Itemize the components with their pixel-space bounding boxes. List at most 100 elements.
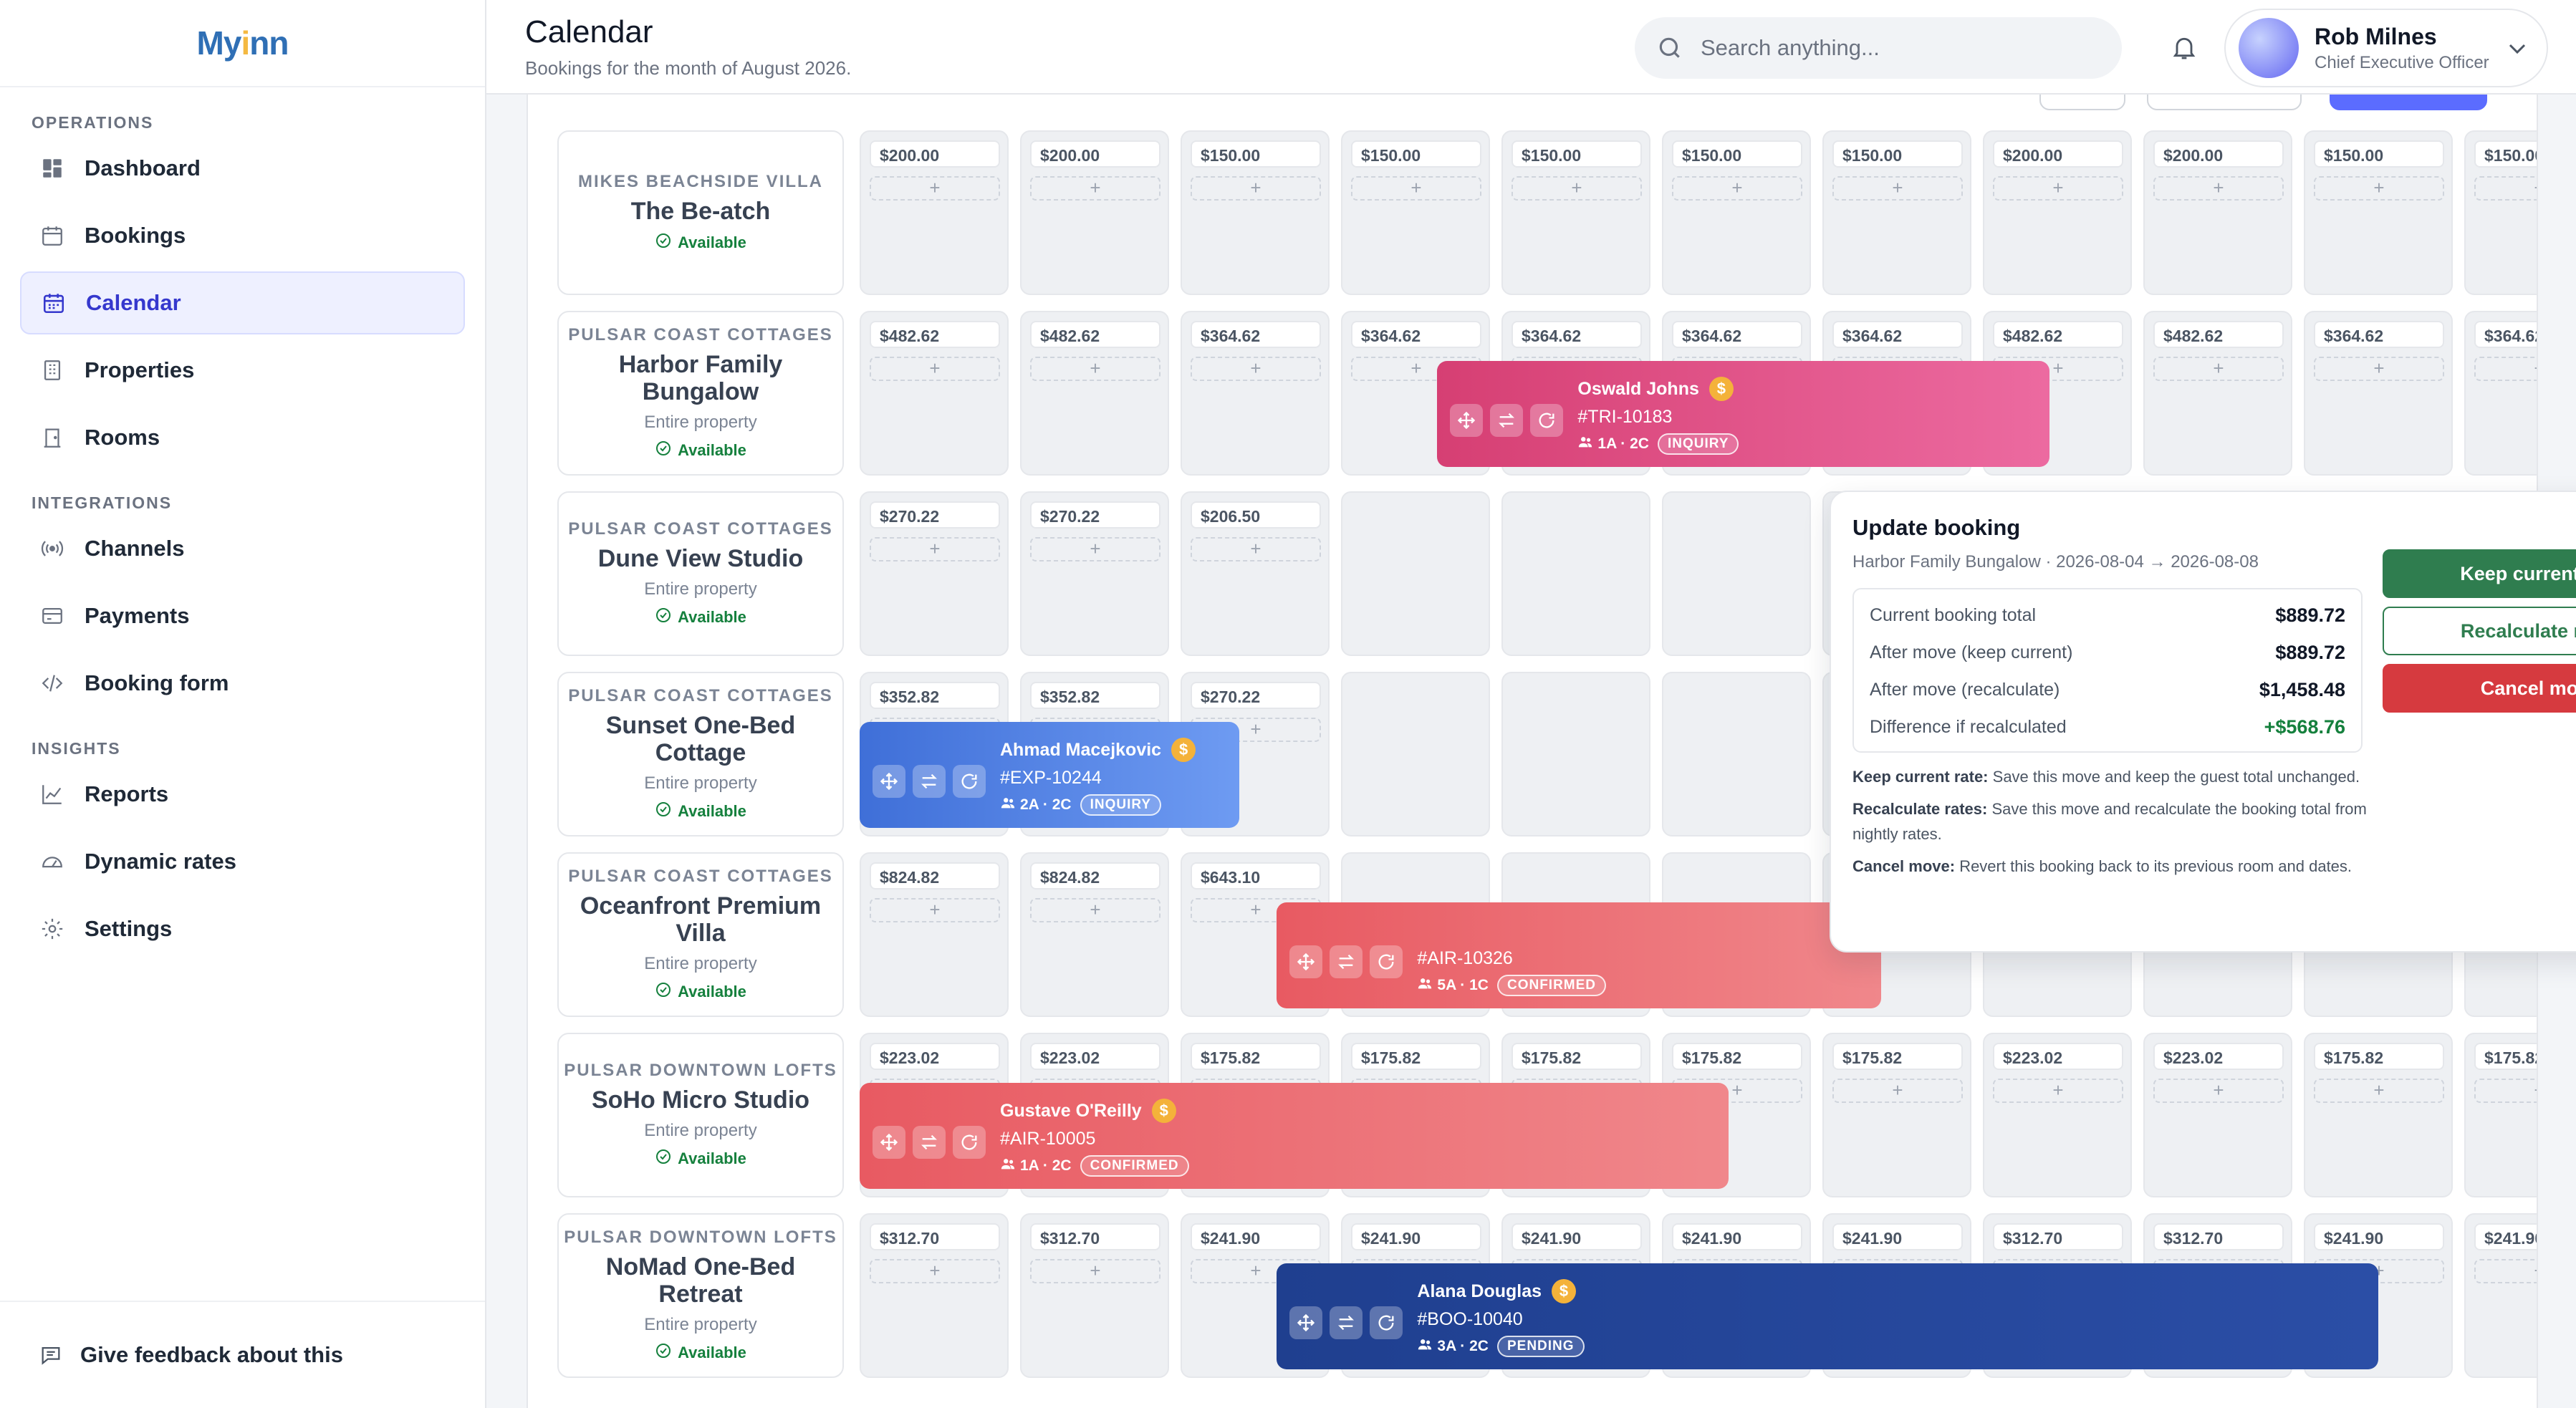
- nightly-price[interactable]: $643.10: [1191, 862, 1321, 889]
- nightly-price[interactable]: $312.70: [1030, 1223, 1160, 1250]
- add-booking-button[interactable]: +: [1030, 537, 1160, 561]
- nightly-price[interactable]: $241.90: [1672, 1223, 1802, 1250]
- nightly-price[interactable]: $150.00: [1191, 140, 1321, 168]
- nightly-price[interactable]: $206.50: [1191, 501, 1321, 529]
- refresh-icon[interactable]: [1370, 1306, 1403, 1339]
- property-card[interactable]: PULSAR DOWNTOWN LOFTS NoMad One-Bed Retr…: [557, 1213, 844, 1378]
- day-cell[interactable]: $175.82 +: [2304, 1033, 2453, 1197]
- nightly-price[interactable]: $482.62: [1030, 321, 1160, 348]
- day-cell[interactable]: [1501, 672, 1650, 836]
- nightly-price[interactable]: $364.62: [1832, 321, 1963, 348]
- sidebar-item-channels[interactable]: Channels: [20, 517, 465, 580]
- day-cell[interactable]: $175.82 +: [2464, 1033, 2537, 1197]
- add-booking-button[interactable]: +: [1191, 176, 1321, 201]
- property-card[interactable]: MIKES BEACHSIDE VILLA The Be-atch Availab…: [557, 130, 844, 295]
- nightly-price[interactable]: $175.82: [1351, 1043, 1481, 1070]
- nightly-price[interactable]: $223.02: [1993, 1043, 2123, 1070]
- sidebar-item-calendar[interactable]: Calendar: [20, 271, 465, 334]
- booking-bar[interactable]: Alana Douglas $ #BOO-10040 3A · 2C PENDING: [1277, 1263, 2378, 1369]
- sidebar-item-settings[interactable]: Settings: [20, 897, 465, 960]
- day-cell[interactable]: $150.00 +: [2304, 130, 2453, 295]
- day-cell[interactable]: $200.00 +: [1983, 130, 2132, 295]
- add-booking-button[interactable]: +: [1030, 357, 1160, 381]
- nightly-price[interactable]: $824.82: [870, 862, 1000, 889]
- nightly-price[interactable]: $312.70: [1993, 1223, 2123, 1250]
- day-cell[interactable]: $150.00 +: [1181, 130, 1330, 295]
- property-card[interactable]: PULSAR DOWNTOWN LOFTS SoHo Micro Studio E…: [557, 1033, 844, 1197]
- bell-icon[interactable]: [2170, 33, 2198, 62]
- nightly-price[interactable]: $150.00: [1512, 140, 1642, 168]
- day-cell[interactable]: $150.00 +: [1662, 130, 1811, 295]
- refresh-icon[interactable]: [1370, 945, 1403, 978]
- add-booking-button[interactable]: +: [1351, 176, 1481, 201]
- feedback-button[interactable]: Give feedback about this: [0, 1301, 485, 1408]
- sidebar-item-properties[interactable]: Properties: [20, 339, 465, 402]
- nightly-price[interactable]: $200.00: [1030, 140, 1160, 168]
- add-booking-button[interactable]: +: [1832, 1079, 1963, 1103]
- nightly-price[interactable]: $241.90: [1512, 1223, 1642, 1250]
- add-booking-button[interactable]: +: [2474, 1079, 2537, 1103]
- nightly-price[interactable]: $241.90: [1191, 1223, 1321, 1250]
- add-booking-button[interactable]: +: [2314, 176, 2444, 201]
- booking-bar[interactable]: Gustave O'Reilly $ #AIR-10005 1A · 2C CONF…: [860, 1083, 1729, 1189]
- nightly-price[interactable]: $175.82: [2314, 1043, 2444, 1070]
- add-booking-button[interactable]: +: [1512, 176, 1642, 201]
- add-booking-button[interactable]: +: [1030, 1259, 1160, 1283]
- sidebar-item-bookings[interactable]: Bookings: [20, 204, 465, 267]
- add-booking-button[interactable]: +: [1191, 357, 1321, 381]
- add-booking-button[interactable]: +: [2153, 357, 2284, 381]
- add-booking-button[interactable]: +: [1672, 176, 1802, 201]
- nightly-price[interactable]: $364.62: [1672, 321, 1802, 348]
- booking-bar[interactable]: Oswald Johns $ #TRI-10183 1A · 2C INQUIRY: [1437, 361, 2049, 467]
- refresh-icon[interactable]: [1530, 404, 1564, 437]
- nightly-price[interactable]: $150.00: [1351, 140, 1481, 168]
- nightly-price[interactable]: $150.00: [2474, 140, 2537, 168]
- nightly-price[interactable]: $150.00: [1832, 140, 1963, 168]
- nightly-price[interactable]: $150.00: [2314, 140, 2444, 168]
- booking-bar[interactable]: Ahmad Macejkovic $ #EXP-10244 2A · 2C INQU…: [860, 722, 1239, 828]
- nightly-price[interactable]: $241.90: [2314, 1223, 2444, 1250]
- nightly-price[interactable]: $364.62: [2314, 321, 2444, 348]
- add-booking-button[interactable]: +: [1993, 1079, 2123, 1103]
- sidebar-item-payments[interactable]: Payments: [20, 584, 465, 647]
- nightly-price[interactable]: $482.62: [1993, 321, 2123, 348]
- add-booking-button[interactable]: +: [2153, 176, 2284, 201]
- add-booking-button[interactable]: +: [1191, 537, 1321, 561]
- nightly-price[interactable]: $200.00: [2153, 140, 2284, 168]
- add-booking-button[interactable]: +: [2474, 1259, 2537, 1283]
- add-booking-button[interactable]: +: [1993, 176, 2123, 201]
- nightly-price[interactable]: $270.22: [870, 501, 1000, 529]
- sidebar-item-dynamic-rates[interactable]: Dynamic rates: [20, 830, 465, 893]
- user-menu[interactable]: Rob Milnes Chief Executive Officer: [2224, 9, 2548, 87]
- day-cell[interactable]: $312.70 +: [860, 1213, 1009, 1378]
- property-card[interactable]: PULSAR COAST COTTAGES Sunset One-Bed Cot…: [557, 672, 844, 836]
- logo[interactable]: Myinn: [0, 0, 485, 87]
- add-booking-button[interactable]: +: [2474, 357, 2537, 381]
- nightly-price[interactable]: $241.90: [1351, 1223, 1481, 1250]
- nightly-price[interactable]: $270.22: [1030, 501, 1160, 529]
- add-booking-button[interactable]: +: [2474, 176, 2537, 201]
- swap-icon[interactable]: [913, 1126, 946, 1159]
- add-booking-button[interactable]: +: [2314, 357, 2444, 381]
- day-cell[interactable]: $364.62 +: [2464, 311, 2537, 476]
- add-booking-button[interactable]: +: [1832, 176, 1963, 201]
- nightly-price[interactable]: $352.82: [1030, 682, 1160, 709]
- day-cell[interactable]: [1662, 491, 1811, 656]
- sidebar-item-rooms[interactable]: Rooms: [20, 406, 465, 469]
- property-card[interactable]: PULSAR COAST COTTAGES Oceanfront Premium…: [557, 852, 844, 1017]
- swap-icon[interactable]: [1330, 1306, 1363, 1339]
- nightly-price[interactable]: $223.02: [870, 1043, 1000, 1070]
- add-booking-button[interactable]: +: [1030, 176, 1160, 201]
- add-booking-button[interactable]: +: [870, 176, 1000, 201]
- day-cell[interactable]: $206.50 +: [1181, 491, 1330, 656]
- day-cell[interactable]: $200.00 +: [860, 130, 1009, 295]
- day-cell[interactable]: $364.62 +: [1181, 311, 1330, 476]
- nightly-price[interactable]: $270.22: [1191, 682, 1321, 709]
- nightly-price[interactable]: $312.70: [870, 1223, 1000, 1250]
- nightly-price[interactable]: $223.02: [1030, 1043, 1160, 1070]
- property-card[interactable]: PULSAR COAST COTTAGES Dune View Studio En…: [557, 491, 844, 656]
- day-cell[interactable]: $223.02 +: [2143, 1033, 2292, 1197]
- day-cell[interactable]: $824.82 +: [1020, 852, 1169, 1017]
- toolbar-button[interactable]: [2147, 95, 2302, 110]
- day-cell[interactable]: $270.22 +: [860, 491, 1009, 656]
